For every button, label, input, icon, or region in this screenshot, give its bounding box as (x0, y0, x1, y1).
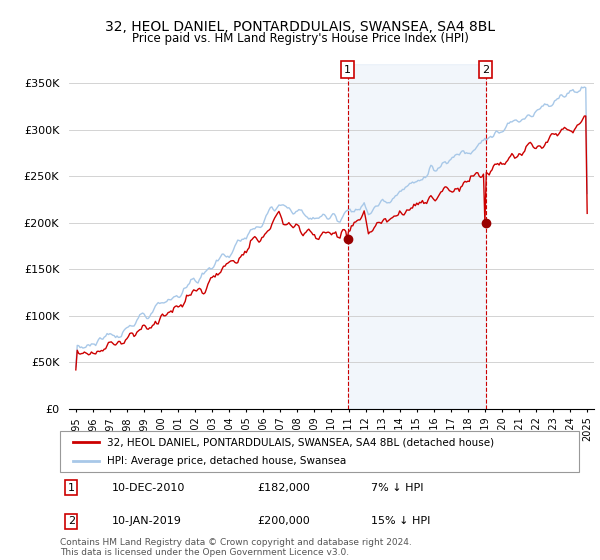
Text: 10-JAN-2019: 10-JAN-2019 (112, 516, 182, 526)
Bar (347, 64, 485, 409)
Text: 32, HEOL DANIEL, PONTARDDULAIS, SWANSEA, SA4 8BL: 32, HEOL DANIEL, PONTARDDULAIS, SWANSEA,… (105, 20, 495, 34)
Text: 10-DEC-2010: 10-DEC-2010 (112, 483, 185, 493)
Text: Contains HM Land Registry data © Crown copyright and database right 2024.
This d: Contains HM Land Registry data © Crown c… (60, 538, 412, 557)
Text: 32, HEOL DANIEL, PONTARDDULAIS, SWANSEA, SA4 8BL (detached house): 32, HEOL DANIEL, PONTARDDULAIS, SWANSEA,… (107, 437, 494, 447)
Text: HPI: Average price, detached house, Swansea: HPI: Average price, detached house, Swan… (107, 456, 346, 466)
Text: 7% ↓ HPI: 7% ↓ HPI (371, 483, 424, 493)
FancyBboxPatch shape (60, 431, 579, 472)
Text: 1: 1 (344, 64, 351, 74)
Text: 2: 2 (482, 64, 489, 74)
Text: £200,000: £200,000 (257, 516, 310, 526)
Text: 15% ↓ HPI: 15% ↓ HPI (371, 516, 431, 526)
Text: Price paid vs. HM Land Registry's House Price Index (HPI): Price paid vs. HM Land Registry's House … (131, 32, 469, 45)
Text: £182,000: £182,000 (257, 483, 310, 493)
Text: 1: 1 (68, 483, 75, 493)
Text: 2: 2 (68, 516, 75, 526)
